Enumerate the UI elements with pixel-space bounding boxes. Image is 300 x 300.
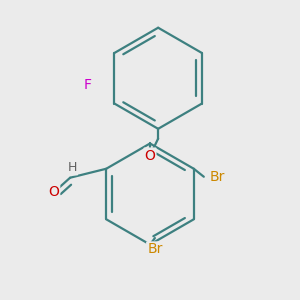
Text: Br: Br: [209, 170, 224, 184]
Text: H: H: [68, 161, 77, 174]
Text: Br: Br: [147, 242, 163, 256]
Text: F: F: [84, 78, 92, 92]
Text: O: O: [48, 185, 59, 200]
Text: O: O: [145, 148, 155, 163]
